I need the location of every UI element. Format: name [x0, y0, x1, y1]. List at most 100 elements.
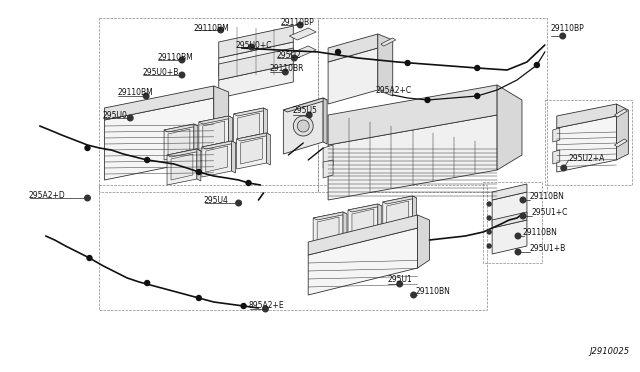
- Polygon shape: [289, 46, 316, 58]
- Polygon shape: [328, 115, 497, 200]
- Polygon shape: [316, 236, 350, 244]
- Circle shape: [241, 304, 246, 308]
- Circle shape: [335, 49, 340, 55]
- Polygon shape: [194, 124, 198, 156]
- Text: 29110BM: 29110BM: [194, 23, 230, 32]
- Text: 29110BN: 29110BN: [523, 228, 558, 237]
- Polygon shape: [241, 138, 262, 164]
- Polygon shape: [171, 154, 193, 180]
- Polygon shape: [219, 48, 293, 80]
- Circle shape: [282, 69, 288, 75]
- Polygon shape: [284, 98, 323, 154]
- Text: 29110BP: 29110BP: [280, 17, 314, 26]
- Polygon shape: [492, 192, 527, 226]
- Polygon shape: [492, 184, 527, 200]
- Polygon shape: [237, 113, 259, 139]
- Polygon shape: [219, 26, 293, 58]
- Polygon shape: [351, 228, 385, 236]
- Polygon shape: [313, 212, 343, 248]
- Circle shape: [145, 280, 150, 285]
- Polygon shape: [168, 129, 190, 155]
- Text: 295A2+D: 295A2+D: [29, 190, 65, 199]
- Circle shape: [196, 295, 202, 301]
- Polygon shape: [167, 149, 201, 157]
- Polygon shape: [557, 104, 616, 128]
- Polygon shape: [266, 133, 271, 165]
- Polygon shape: [219, 42, 293, 76]
- Circle shape: [520, 197, 525, 203]
- Circle shape: [425, 97, 430, 103]
- Polygon shape: [284, 98, 327, 112]
- Circle shape: [534, 62, 540, 67]
- Polygon shape: [378, 204, 382, 236]
- Polygon shape: [206, 146, 228, 172]
- Circle shape: [179, 57, 185, 63]
- Polygon shape: [264, 108, 268, 140]
- Polygon shape: [202, 141, 236, 149]
- Text: 295U2: 295U2: [276, 51, 301, 60]
- Circle shape: [297, 120, 309, 132]
- Polygon shape: [237, 133, 271, 141]
- Text: 295U2+A: 295U2+A: [569, 154, 605, 163]
- Polygon shape: [381, 228, 385, 260]
- Circle shape: [218, 27, 223, 33]
- Polygon shape: [323, 98, 327, 144]
- Polygon shape: [164, 124, 194, 160]
- Polygon shape: [237, 133, 266, 169]
- Circle shape: [515, 249, 521, 255]
- Polygon shape: [413, 196, 417, 228]
- Circle shape: [84, 195, 90, 201]
- Polygon shape: [308, 228, 417, 295]
- Circle shape: [127, 115, 133, 121]
- Circle shape: [515, 233, 521, 239]
- Polygon shape: [614, 139, 627, 147]
- Circle shape: [405, 61, 410, 65]
- Polygon shape: [197, 149, 201, 181]
- Polygon shape: [553, 128, 560, 142]
- Polygon shape: [343, 212, 347, 244]
- Polygon shape: [348, 204, 378, 240]
- Polygon shape: [616, 104, 628, 160]
- Circle shape: [179, 72, 185, 78]
- Circle shape: [249, 44, 254, 50]
- Polygon shape: [316, 236, 346, 272]
- Circle shape: [520, 213, 525, 219]
- Circle shape: [85, 145, 90, 151]
- Circle shape: [561, 165, 566, 171]
- Circle shape: [145, 157, 150, 163]
- Polygon shape: [323, 160, 333, 178]
- Polygon shape: [320, 241, 342, 267]
- Polygon shape: [167, 149, 197, 185]
- Text: 295U0+C: 295U0+C: [236, 41, 272, 49]
- Polygon shape: [383, 196, 413, 232]
- Polygon shape: [317, 217, 339, 243]
- Circle shape: [143, 93, 149, 99]
- Polygon shape: [328, 85, 497, 145]
- Polygon shape: [234, 108, 268, 116]
- Circle shape: [196, 170, 202, 174]
- Circle shape: [487, 216, 491, 220]
- Circle shape: [475, 93, 480, 99]
- Polygon shape: [351, 228, 381, 264]
- Polygon shape: [348, 204, 382, 212]
- Circle shape: [246, 180, 251, 186]
- Polygon shape: [164, 124, 198, 132]
- Text: 29110BM: 29110BM: [117, 87, 153, 96]
- Text: 895A2+E: 895A2+E: [248, 301, 284, 311]
- Polygon shape: [202, 141, 232, 177]
- Text: 295U4: 295U4: [204, 196, 228, 205]
- Polygon shape: [497, 85, 522, 170]
- Circle shape: [397, 281, 403, 287]
- Polygon shape: [492, 220, 527, 254]
- Polygon shape: [492, 212, 527, 228]
- Text: 29110BN: 29110BN: [530, 192, 564, 201]
- Text: 29110BN: 29110BN: [415, 288, 451, 296]
- Circle shape: [293, 116, 313, 136]
- Polygon shape: [415, 220, 420, 252]
- Polygon shape: [313, 212, 347, 220]
- Text: 29110BM: 29110BM: [157, 52, 193, 61]
- Text: 29110BR: 29110BR: [269, 64, 304, 73]
- Polygon shape: [352, 209, 374, 235]
- Text: 29110BP: 29110BP: [551, 23, 584, 32]
- Polygon shape: [199, 116, 228, 152]
